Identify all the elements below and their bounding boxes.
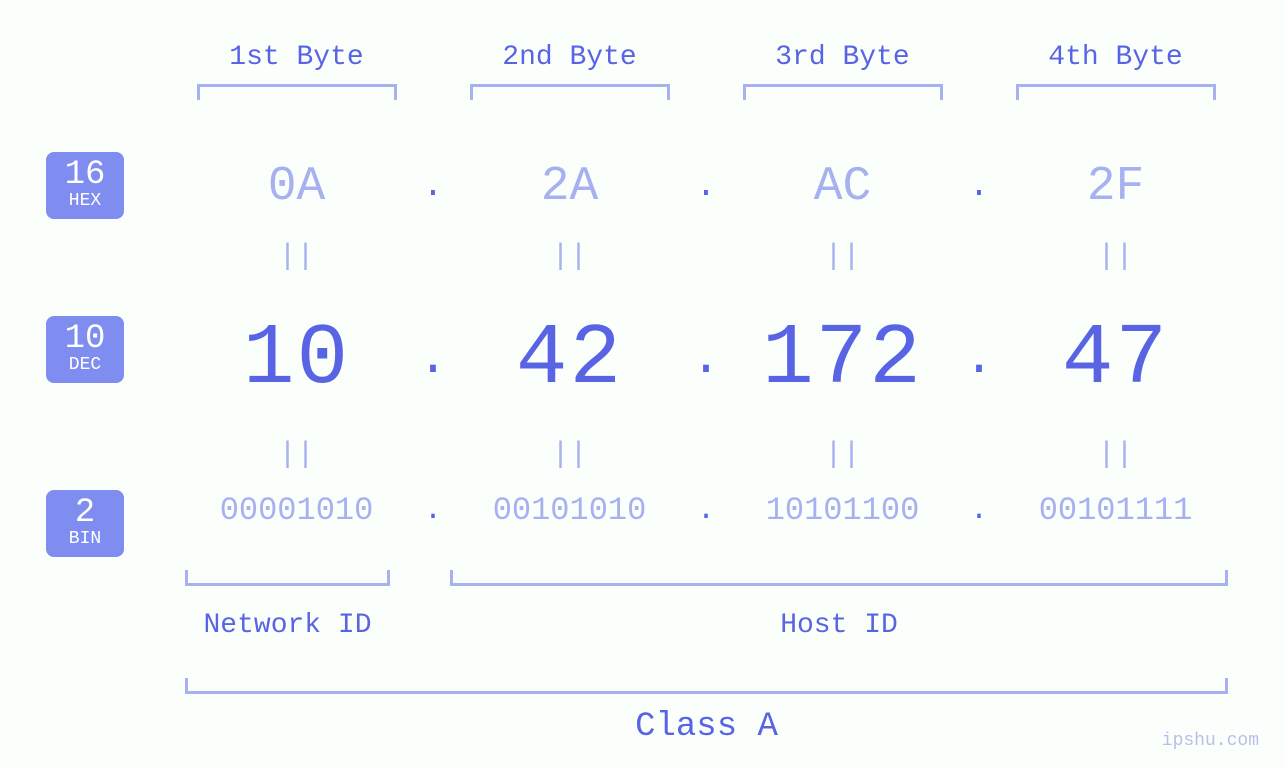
bracket-top-icon — [470, 84, 670, 100]
byte-top-brackets — [185, 84, 1227, 100]
bin-byte-4: 00101111 — [1004, 492, 1227, 529]
dec-row: 10 . 42 . 172 . 47 — [185, 310, 1227, 408]
host-id-label: Host ID — [450, 610, 1228, 641]
bracket-top-icon — [743, 84, 943, 100]
dot-separator: . — [681, 492, 731, 529]
equals-icon: || — [731, 240, 954, 274]
dec-byte-1: 10 — [185, 310, 408, 408]
dec-byte-3: 172 — [731, 310, 954, 408]
badge-dec-label: DEC — [46, 356, 124, 375]
host-id-bracket-icon — [450, 570, 1228, 586]
equals-icon: || — [731, 438, 954, 472]
bin-byte-2: 00101010 — [458, 492, 681, 529]
dec-byte-2: 42 — [458, 310, 681, 408]
badge-bin-label: BIN — [46, 530, 124, 549]
badge-hex-label: HEX — [46, 192, 124, 211]
bin-row: 00001010 . 00101010 . 10101100 . 0010111… — [185, 492, 1227, 529]
badge-dec-base: 10 — [46, 322, 124, 358]
dot-separator: . — [954, 310, 1004, 408]
dot-separator: . — [408, 310, 458, 408]
badge-bin-base: 2 — [46, 496, 124, 532]
equals-icon: || — [185, 240, 408, 274]
dec-byte-4: 47 — [1004, 310, 1227, 408]
dot-separator: . — [954, 492, 1004, 529]
bracket-top-icon — [197, 84, 397, 100]
byte-header-3: 3rd Byte — [731, 42, 954, 73]
hex-byte-3: AC — [731, 160, 954, 214]
ip-byte-diagram: 16 HEX 10 DEC 2 BIN 1st Byte 2nd Byte 3r… — [0, 0, 1285, 767]
class-bracket-icon — [185, 678, 1228, 694]
byte-header-1: 1st Byte — [185, 42, 408, 73]
equals-icon: || — [458, 438, 681, 472]
dot-separator: . — [408, 492, 458, 529]
watermark-text: ipshu.com — [1162, 731, 1259, 751]
badge-hex-base: 16 — [46, 158, 124, 194]
byte-header-4: 4th Byte — [1004, 42, 1227, 73]
hex-row: 0A . 2A . AC . 2F — [185, 160, 1227, 214]
dot-separator: . — [954, 160, 1004, 214]
network-id-label: Network ID — [185, 610, 390, 641]
class-label: Class A — [185, 708, 1228, 746]
equals-icon: || — [185, 438, 408, 472]
equals-icon: || — [1004, 240, 1227, 274]
badge-dec: 10 DEC — [46, 316, 124, 383]
dot-separator: . — [681, 310, 731, 408]
hex-byte-1: 0A — [185, 160, 408, 214]
badge-bin: 2 BIN — [46, 490, 124, 557]
badge-hex: 16 HEX — [46, 152, 124, 219]
equals-row-2: || || || || — [185, 438, 1227, 472]
equals-icon: || — [1004, 438, 1227, 472]
equals-icon: || — [458, 240, 681, 274]
bracket-top-icon — [1016, 84, 1216, 100]
bin-byte-1: 00001010 — [185, 492, 408, 529]
dot-separator: . — [681, 160, 731, 214]
byte-header-2: 2nd Byte — [458, 42, 681, 73]
hex-byte-2: 2A — [458, 160, 681, 214]
dot-separator: . — [408, 160, 458, 214]
byte-headers-row: 1st Byte 2nd Byte 3rd Byte 4th Byte — [185, 42, 1227, 73]
hex-byte-4: 2F — [1004, 160, 1227, 214]
bin-byte-3: 10101100 — [731, 492, 954, 529]
equals-row-1: || || || || — [185, 240, 1227, 274]
network-id-bracket-icon — [185, 570, 390, 586]
